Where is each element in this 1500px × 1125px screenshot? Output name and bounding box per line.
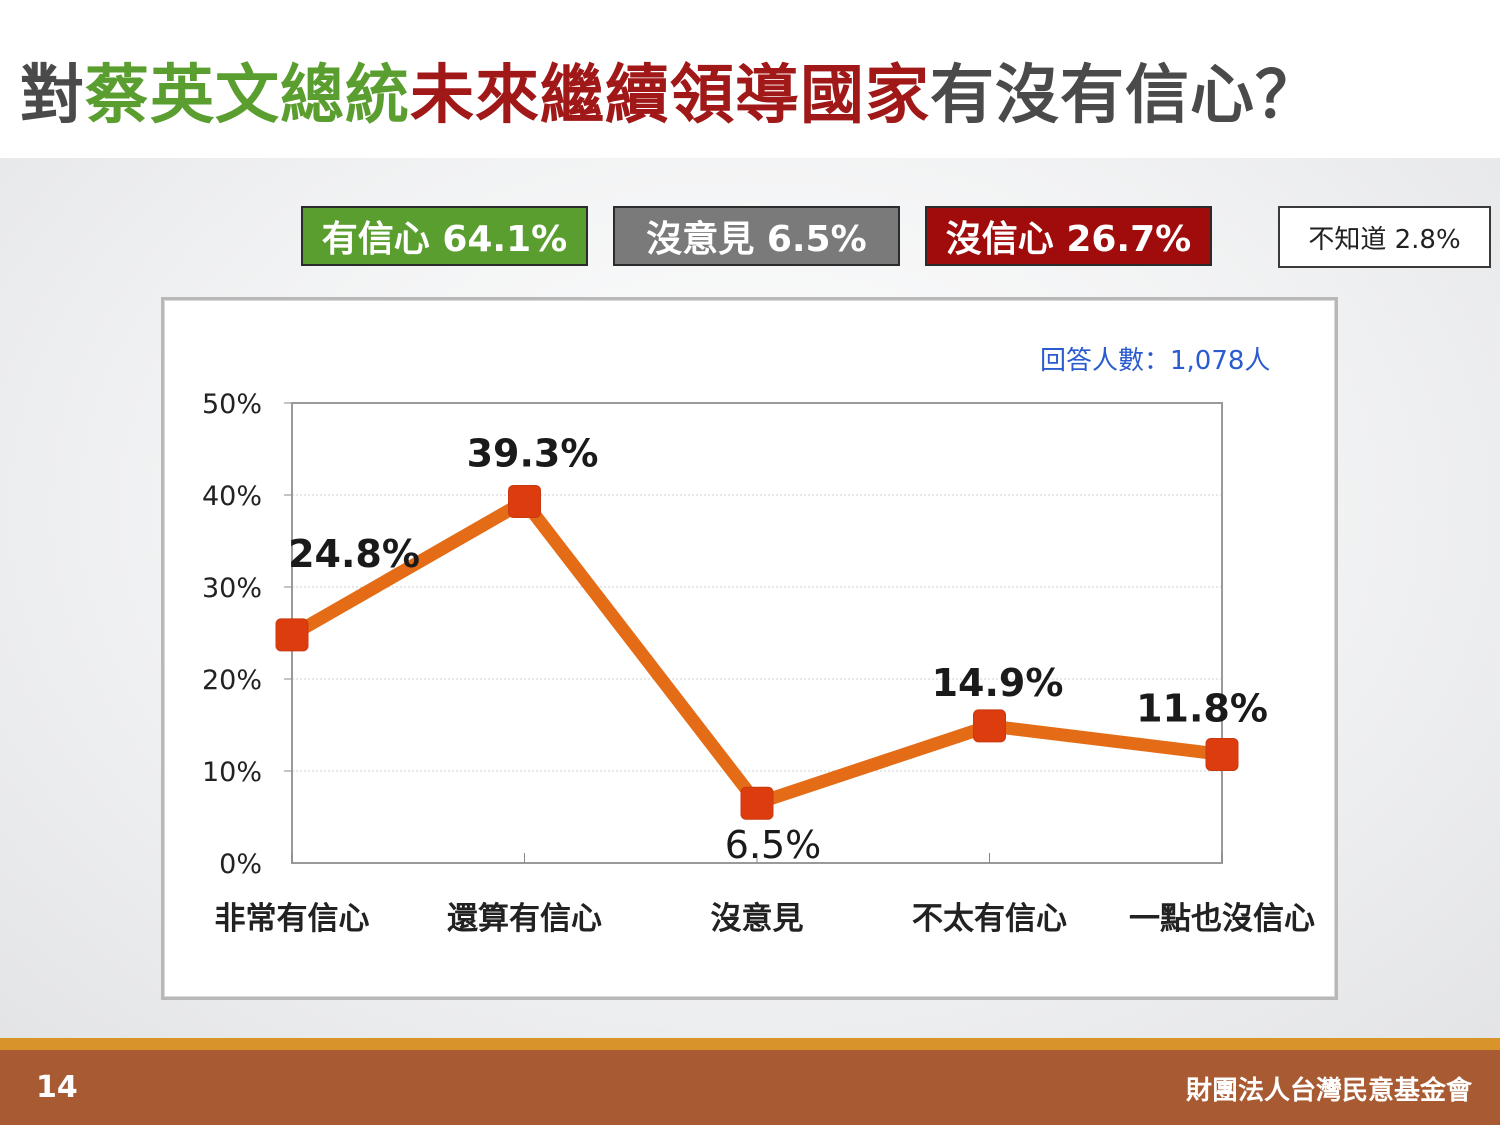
- page-title: 對蔡英文總統未來繼續領導國家有沒有信心？: [20, 44, 1320, 136]
- x-tick-label: 還算有信心: [447, 901, 602, 937]
- line-chart: 0% 10% 20% 30% 40% 50% 非常有信心 還算有信心 沒意見 不太有信心 一點也沒信…: [202, 389, 1315, 937]
- summary-not-confident: 沒信心 26.7%: [925, 206, 1212, 266]
- footer-stripe: [0, 1038, 1500, 1050]
- summary-dont-know: 不知道 2.8%: [1278, 206, 1491, 268]
- data-label: 24.8%: [288, 532, 420, 576]
- y-tick-label: 10%: [202, 757, 262, 788]
- footer: 14 財團法人台灣民意基金會: [0, 1050, 1500, 1125]
- title-segment-1: 對: [20, 59, 85, 133]
- organization-name: 財團法人台灣民意基金會: [1185, 1076, 1472, 1106]
- title-segment-2: 蔡英文總統: [85, 59, 410, 133]
- data-point: [973, 709, 1006, 743]
- summary-confident: 有信心 64.1%: [301, 206, 588, 266]
- data-label: 11.8%: [1136, 686, 1268, 730]
- data-label: 6.5%: [725, 823, 822, 867]
- summary-no-opinion: 沒意見 6.5%: [613, 206, 900, 266]
- series-line: [285, 494, 1229, 810]
- data-label: 39.3%: [467, 431, 599, 475]
- title-segment-4: 有沒有信心？: [930, 59, 1320, 133]
- x-tick-label: 不太有信心: [912, 901, 1067, 937]
- y-tick-label: 20%: [202, 665, 262, 696]
- y-tick-label: 30%: [202, 573, 262, 604]
- data-point: [275, 618, 309, 652]
- data-point: [1205, 737, 1239, 771]
- chart-frame: 回答人數：1,078人 0% 10% 20% 30% 40% 50% 非常有信心 還算有信心 沒…: [161, 297, 1338, 1000]
- data-point: [740, 786, 774, 820]
- page-number: 14: [36, 1070, 78, 1105]
- x-tick-label: 一點也沒信心: [1129, 901, 1315, 937]
- respondent-count: 回答人數：1,078人: [1040, 346, 1271, 376]
- data-point: [508, 484, 541, 518]
- y-tick-label: 0%: [219, 849, 262, 880]
- x-tick-label: 非常有信心: [215, 901, 370, 937]
- y-tick-label: 50%: [202, 389, 262, 420]
- title-segment-3: 未來繼續領導國家: [410, 59, 930, 133]
- data-label: 14.9%: [932, 661, 1064, 705]
- title-bar: 對蔡英文總統未來繼續領導國家有沒有信心？: [0, 0, 1500, 158]
- x-tick-label: 沒意見: [711, 901, 804, 937]
- y-tick-label: 40%: [202, 481, 262, 512]
